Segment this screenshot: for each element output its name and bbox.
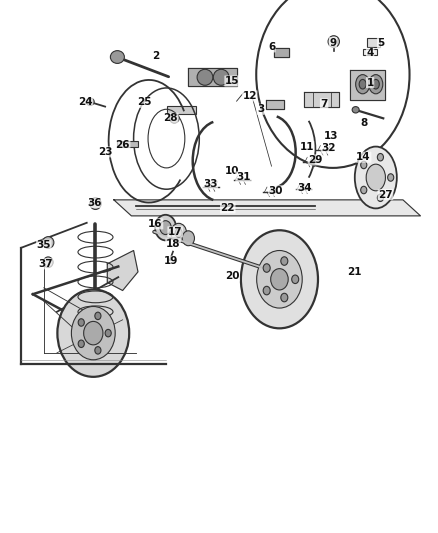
- Ellipse shape: [160, 221, 171, 235]
- Bar: [167, 106, 196, 114]
- Ellipse shape: [369, 75, 383, 94]
- Bar: [367, 38, 380, 47]
- Text: 4: 4: [367, 49, 374, 58]
- Text: 33: 33: [203, 179, 218, 189]
- Text: 31: 31: [236, 172, 251, 182]
- Bar: [363, 49, 377, 55]
- Text: 30: 30: [268, 186, 283, 196]
- Ellipse shape: [356, 75, 370, 94]
- Ellipse shape: [359, 79, 366, 89]
- Text: 16: 16: [148, 219, 163, 229]
- Ellipse shape: [95, 312, 101, 320]
- Text: 12: 12: [242, 91, 257, 101]
- Text: 19: 19: [164, 256, 178, 266]
- Ellipse shape: [281, 293, 288, 302]
- Text: 23: 23: [98, 147, 113, 157]
- Ellipse shape: [281, 257, 288, 265]
- Text: 3: 3: [257, 104, 264, 114]
- Ellipse shape: [241, 230, 318, 328]
- Ellipse shape: [71, 306, 115, 360]
- Polygon shape: [114, 200, 420, 216]
- Text: 14: 14: [356, 152, 371, 162]
- Ellipse shape: [355, 147, 397, 208]
- Ellipse shape: [388, 174, 394, 181]
- Ellipse shape: [263, 264, 270, 272]
- Polygon shape: [107, 251, 138, 290]
- Ellipse shape: [175, 229, 182, 237]
- Ellipse shape: [105, 329, 111, 337]
- Ellipse shape: [155, 215, 176, 240]
- Text: 11: 11: [299, 142, 314, 151]
- Text: 17: 17: [168, 227, 183, 237]
- Ellipse shape: [43, 257, 53, 268]
- Ellipse shape: [182, 231, 194, 246]
- Text: 27: 27: [378, 190, 393, 199]
- Bar: [117, 141, 138, 147]
- Ellipse shape: [90, 198, 101, 209]
- Text: 22: 22: [220, 203, 235, 213]
- Polygon shape: [266, 100, 284, 109]
- Ellipse shape: [84, 321, 103, 345]
- Text: 26: 26: [115, 140, 130, 150]
- Ellipse shape: [42, 237, 54, 248]
- Ellipse shape: [292, 275, 299, 284]
- Ellipse shape: [378, 154, 384, 161]
- Ellipse shape: [378, 194, 384, 201]
- Text: 29: 29: [308, 155, 322, 165]
- Text: 28: 28: [163, 114, 178, 123]
- Ellipse shape: [366, 164, 385, 191]
- Ellipse shape: [78, 319, 84, 326]
- Text: 18: 18: [166, 239, 180, 249]
- Text: 35: 35: [36, 240, 51, 250]
- Text: 1: 1: [367, 78, 374, 87]
- Text: 6: 6: [268, 42, 275, 52]
- Text: 25: 25: [137, 98, 152, 107]
- Ellipse shape: [271, 269, 288, 290]
- Ellipse shape: [372, 79, 379, 89]
- Text: 37: 37: [39, 259, 53, 269]
- Text: 36: 36: [87, 198, 102, 207]
- Ellipse shape: [352, 107, 359, 113]
- Text: 34: 34: [297, 183, 312, 192]
- Text: 32: 32: [321, 143, 336, 153]
- Polygon shape: [350, 70, 385, 100]
- Ellipse shape: [86, 98, 94, 106]
- Text: 7: 7: [321, 99, 328, 109]
- Text: 24: 24: [78, 98, 93, 107]
- Text: 15: 15: [225, 76, 240, 86]
- Text: 2: 2: [152, 51, 159, 61]
- Ellipse shape: [78, 340, 84, 348]
- Ellipse shape: [95, 346, 101, 354]
- Ellipse shape: [360, 187, 367, 194]
- Text: 9: 9: [329, 38, 336, 47]
- Text: 13: 13: [323, 131, 338, 141]
- Ellipse shape: [360, 161, 367, 168]
- Ellipse shape: [197, 69, 213, 85]
- Text: 10: 10: [225, 166, 240, 175]
- Circle shape: [256, 0, 410, 168]
- Ellipse shape: [170, 114, 179, 123]
- Text: 21: 21: [347, 267, 362, 277]
- Ellipse shape: [110, 51, 124, 63]
- Ellipse shape: [57, 289, 129, 377]
- Polygon shape: [274, 48, 289, 57]
- Text: 8: 8: [360, 118, 367, 127]
- Polygon shape: [188, 68, 237, 86]
- Ellipse shape: [213, 69, 229, 85]
- Ellipse shape: [263, 286, 270, 295]
- Text: 5: 5: [378, 38, 385, 47]
- Polygon shape: [304, 92, 339, 107]
- Text: 20: 20: [225, 271, 240, 281]
- Ellipse shape: [328, 36, 339, 47]
- Ellipse shape: [171, 223, 187, 243]
- Ellipse shape: [257, 251, 302, 308]
